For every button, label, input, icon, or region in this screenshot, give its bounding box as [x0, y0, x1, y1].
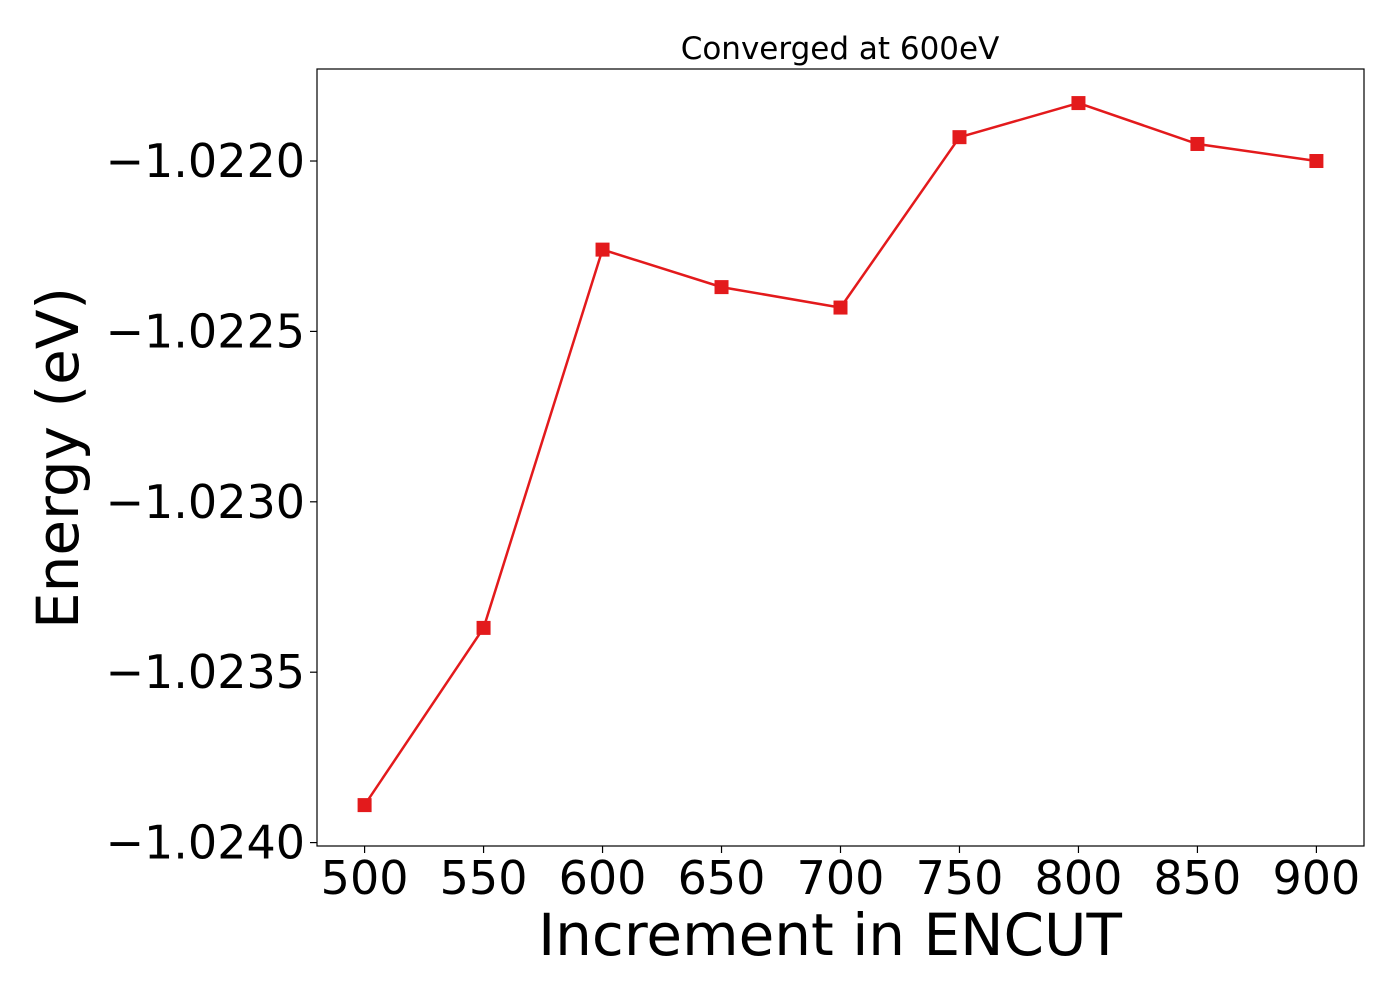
data-point-marker — [476, 620, 491, 635]
y-tick-label: −1.0230 — [106, 475, 306, 529]
data-point-marker — [1190, 136, 1205, 151]
x-tick-label: 550 — [440, 851, 528, 905]
data-point-marker — [952, 130, 967, 145]
y-tick-label: −1.0235 — [106, 645, 306, 699]
data-point-marker — [1071, 96, 1086, 111]
x-axis-ticks: 500 550 600 650 700 750 800 850 900 — [321, 846, 1361, 905]
x-tick-label: 900 — [1273, 851, 1361, 905]
y-axis-label: Energy (eV) — [24, 287, 92, 629]
data-point-marker — [1309, 154, 1324, 169]
x-tick-label: 650 — [678, 851, 766, 905]
x-axis-label: Increment in ENCUT — [538, 901, 1122, 969]
chart-title: Converged at 600eV — [681, 31, 1000, 67]
y-axis-ticks: −1.0220 −1.0225 −1.0230 −1.0235 −1.0240 — [106, 134, 317, 870]
x-tick-label: 850 — [1154, 851, 1242, 905]
plot-area-frame — [316, 68, 1365, 847]
y-tick-label: −1.0220 — [106, 134, 306, 188]
data-point-marker — [595, 242, 610, 257]
y-tick-label: −1.0225 — [106, 304, 306, 358]
data-point-marker — [833, 300, 848, 315]
x-tick-label: 750 — [916, 851, 1004, 905]
data-point-marker — [357, 798, 372, 813]
series-line — [363, 101, 1317, 806]
x-tick-label: 800 — [1035, 851, 1123, 905]
series-layer — [357, 96, 1324, 813]
x-tick-label: 600 — [559, 851, 647, 905]
x-tick-label: 500 — [321, 851, 409, 905]
x-tick-label: 700 — [797, 851, 885, 905]
y-tick-label: −1.0240 — [106, 816, 306, 870]
data-point-marker — [714, 280, 729, 295]
